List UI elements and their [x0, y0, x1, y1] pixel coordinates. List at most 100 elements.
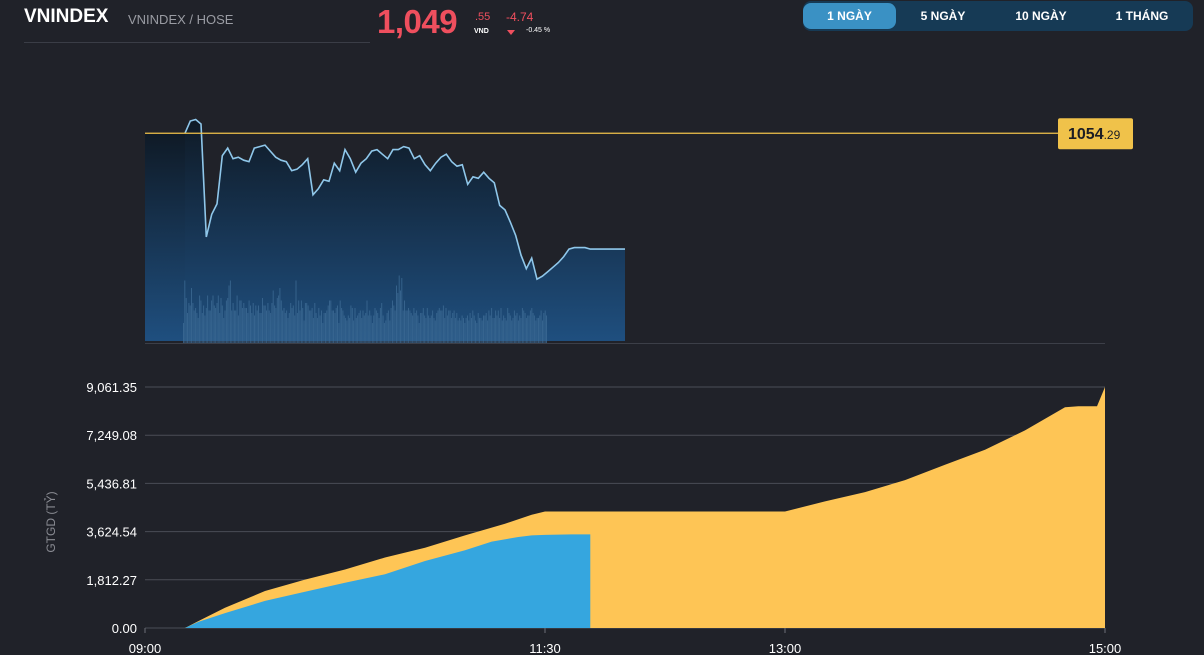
volume-bar: [496, 315, 498, 343]
volume-bar: [294, 315, 296, 343]
volume-bar: [355, 318, 357, 343]
volume-bar: [487, 320, 489, 343]
volume-bar: [225, 300, 227, 343]
x-tick-label: 09:00: [129, 641, 162, 655]
volume-bar: [254, 315, 255, 343]
volume-bar: [397, 293, 399, 343]
volume-bar: [338, 323, 340, 343]
volume-bar: [188, 303, 190, 343]
volume-bar: [386, 313, 388, 343]
price-change: -4.74: [506, 10, 534, 24]
volume-bar: [220, 298, 222, 343]
volume-bar: [240, 300, 242, 343]
price-area: [185, 119, 625, 341]
volume-bar: [275, 308, 277, 343]
volume-bar: [546, 315, 547, 343]
last-price: 1,049: [377, 3, 458, 40]
last-price-decimal: .55: [475, 11, 491, 23]
volume-bar: [472, 310, 474, 343]
volume-bar: [321, 310, 322, 343]
volume-bar: [491, 308, 493, 343]
volume-bar: [383, 323, 385, 343]
volume-bar: [287, 318, 289, 343]
volume-bar: [244, 308, 246, 343]
volume-bar: [291, 308, 293, 343]
volume-bar: [519, 315, 521, 343]
volume-bar: [276, 298, 278, 343]
volume-bar: [444, 318, 446, 343]
volume-bar: [371, 323, 373, 343]
volume-bar: [523, 310, 525, 343]
volume-bar: [503, 315, 505, 343]
volume-bar: [480, 318, 482, 343]
volume-bar: [441, 310, 443, 343]
volume-bar: [520, 318, 522, 343]
volume-bar: [215, 308, 217, 343]
volume-bar: [256, 310, 258, 343]
volume-bar: [266, 310, 267, 343]
volume-bar: [429, 318, 431, 343]
volume-bar: [299, 310, 301, 343]
volume-bar: [517, 320, 519, 343]
volume-bar: [195, 308, 197, 343]
volume-bar: [449, 310, 451, 343]
x-tick-label: 15:00: [1089, 641, 1122, 655]
volume-bar: [247, 313, 249, 343]
volume-bar: [267, 303, 269, 343]
volume-bar: [508, 313, 510, 343]
tab-5-days[interactable]: 5 NGÀY: [920, 9, 966, 23]
volume-bar: [278, 295, 280, 343]
volume-bar: [396, 285, 397, 343]
down-arrow-icon: [507, 30, 515, 35]
volume-bar: [224, 310, 226, 343]
volume-bar: [342, 310, 344, 343]
volume-bar: [274, 305, 276, 343]
volume-bar: [507, 308, 509, 343]
volume-bar: [283, 308, 285, 343]
volume-bar: [505, 320, 507, 343]
y-tick-label: 3,624.54: [86, 525, 137, 540]
x-tick-label: 11:30: [529, 641, 561, 655]
volume-bar: [250, 305, 251, 343]
volume-bar: [189, 305, 191, 343]
volume-bar: [296, 313, 298, 343]
volume-bar: [255, 305, 257, 343]
tab-10-days[interactable]: 10 NGÀY: [1015, 9, 1067, 23]
volume-bar: [488, 310, 490, 343]
tab-1-day[interactable]: 1 NGÀY: [803, 3, 896, 29]
volume-bar: [233, 310, 235, 343]
volume-bar: [337, 305, 338, 343]
volume-bar: [212, 295, 214, 343]
volume-bar: [295, 280, 297, 343]
volume-bar: [288, 313, 290, 343]
volume-bar: [343, 315, 345, 343]
volume-bar: [453, 310, 455, 343]
tab-1-month[interactable]: 1 THÁNG: [1115, 9, 1169, 23]
volume-bar: [457, 320, 459, 343]
volume-bar: [382, 315, 384, 343]
volume-bar: [300, 300, 302, 343]
volume-bar: [434, 320, 436, 343]
volume-bar: [387, 310, 389, 343]
volume-bar: [437, 310, 439, 343]
volume-bar: [354, 308, 356, 343]
volume-bar: [515, 315, 517, 343]
volume-bar: [365, 313, 367, 343]
volume-bar: [192, 303, 194, 343]
volume-bar: [529, 310, 531, 343]
volume-bar: [357, 315, 359, 343]
volume-bar: [306, 303, 308, 343]
volume-bar: [544, 310, 546, 343]
volume-bar: [270, 313, 272, 343]
volume-bar: [410, 313, 412, 343]
volume-bar: [373, 315, 375, 343]
volume-bar: [454, 318, 456, 343]
volume-bar: [428, 315, 430, 343]
volume-bar: [527, 315, 529, 343]
volume-bar: [334, 313, 336, 343]
volume-bar: [191, 288, 192, 343]
volume-bar: [251, 313, 253, 343]
price-change-percent: -0.45 %: [526, 27, 551, 34]
y-tick-label: 0.00: [112, 621, 137, 636]
